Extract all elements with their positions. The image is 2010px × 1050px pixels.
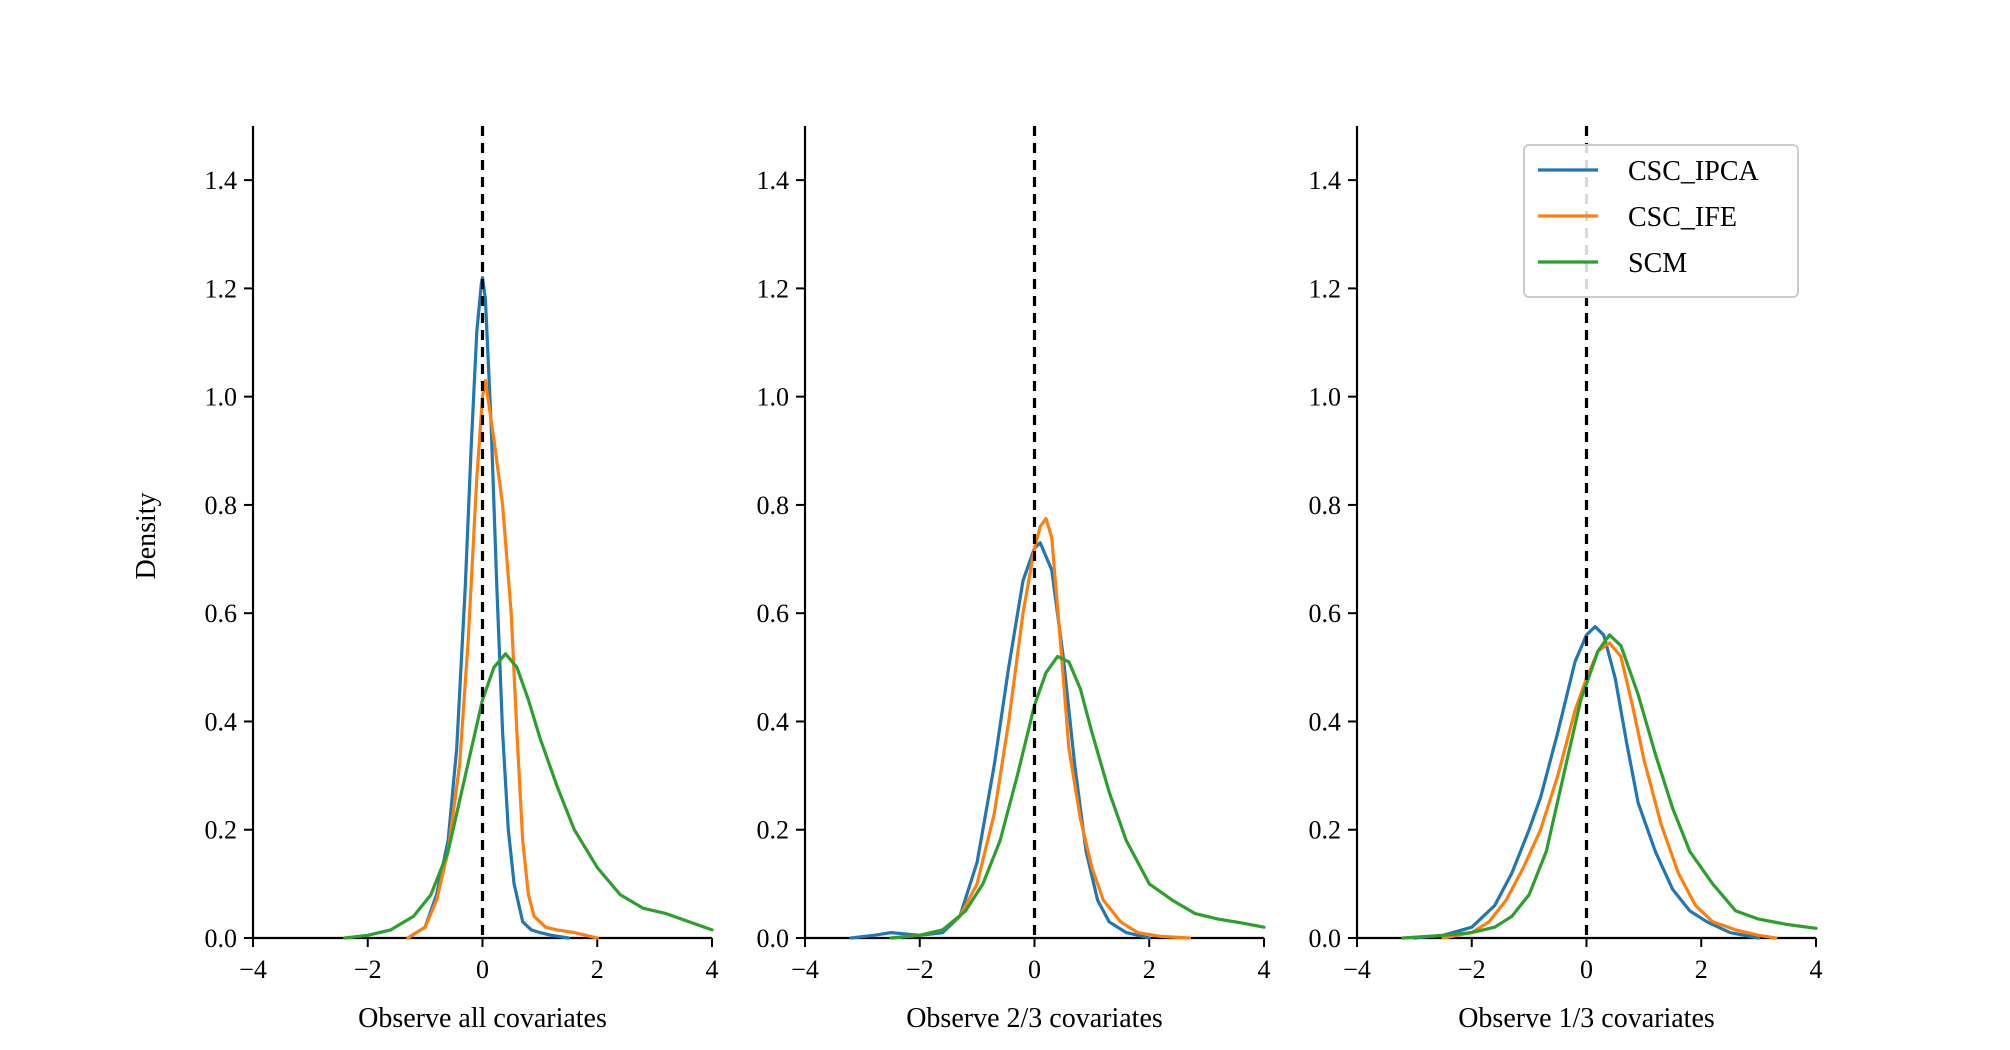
y-tick-label: 0.4	[1309, 707, 1342, 736]
x-tick-label: −4	[1343, 955, 1371, 984]
y-tick-label: 0.0	[205, 924, 238, 953]
y-tick-label: 0.6	[1309, 599, 1342, 628]
x-tick-label: 2	[1143, 955, 1156, 984]
legend-label-csc-ife: CSC_IFE	[1628, 202, 1737, 233]
panel-3: 0.0 0.2 0.4 0.6 0.8 1.0 1.2 1.4 −4 −2 0 2 4 Observe 1…	[1309, 126, 1823, 1034]
y-tick-label: 0.2	[757, 816, 790, 845]
legend: CSC_IPCA CSC_IFE SCM	[1523, 144, 1799, 298]
y-tick-label: 0.4	[205, 707, 238, 736]
y-tick-label: 1.4	[1309, 166, 1342, 195]
y-tick-label: 1.0	[1309, 383, 1342, 412]
x-tick-label: −4	[791, 955, 819, 984]
series-line-scm	[889, 654, 1266, 940]
series-line-csc-ife	[889, 516, 1192, 940]
series-line-csc-ife	[1441, 641, 1778, 940]
series-line-scm	[343, 652, 714, 940]
panel-1: 0.0 0.2 0.4 0.6 0.8 1.0 1.2 1.4 −4 −2 0 2 4 Observe a…	[205, 126, 719, 1034]
series-line-csc-ife	[406, 378, 599, 940]
x-axis-title: Observe all covariates	[358, 1003, 607, 1034]
series-line-csc-ipca	[1412, 625, 1761, 940]
series-line-csc-ipca	[406, 276, 571, 940]
legend-label-scm: SCM	[1628, 248, 1687, 279]
x-tick-label: 0	[476, 955, 489, 984]
x-tick-label: 0	[1028, 955, 1041, 984]
y-tick-label: 0.8	[205, 491, 238, 520]
y-tick-label: 1.2	[205, 274, 238, 303]
x-axis-title: Observe 1/3 covariates	[1458, 1003, 1715, 1034]
legend-label-csc-ipca: CSC_IPCA	[1628, 156, 1759, 187]
series-line-csc-ipca	[849, 541, 1151, 940]
y-tick-label: 1.4	[757, 166, 790, 195]
y-tick-label: 0.6	[205, 599, 238, 628]
panel-2: 0.0 0.2 0.4 0.6 0.8 1.0 1.2 1.4 −4 −2 0 2 4 Observe 2…	[757, 126, 1271, 1034]
y-tick-label: 1.0	[205, 383, 238, 412]
y-tick-label: 1.4	[205, 166, 238, 195]
x-axis-title: Observe 2/3 covariates	[906, 1003, 1163, 1034]
y-tick-label: 0.0	[1309, 924, 1342, 953]
y-tick-label: 0.2	[1309, 816, 1342, 845]
y-tick-label: 1.2	[1309, 274, 1342, 303]
x-tick-label: 0	[1580, 955, 1593, 984]
y-tick-label: 0.8	[757, 491, 790, 520]
legend-box	[1523, 144, 1799, 298]
x-tick-label: 4	[706, 955, 719, 984]
x-tick-label: 2	[1695, 955, 1708, 984]
y-axis-title: Density	[131, 492, 162, 579]
x-tick-label: −2	[354, 955, 382, 984]
y-tick-label: 0.8	[1309, 491, 1342, 520]
y-tick-label: 0.2	[205, 816, 238, 845]
y-tick-label: 1.0	[757, 383, 790, 412]
series-line-scm	[1401, 633, 1818, 940]
y-tick-label: 1.2	[757, 274, 790, 303]
x-tick-label: −2	[1458, 955, 1486, 984]
y-tick-label: 0.0	[757, 924, 790, 953]
y-tick-label: 0.6	[757, 599, 790, 628]
x-tick-label: 4	[1810, 955, 1823, 984]
x-tick-label: −4	[239, 955, 267, 984]
x-tick-label: −2	[906, 955, 934, 984]
x-tick-label: 4	[1258, 955, 1271, 984]
panels: 0.0 0.2 0.4 0.6 0.8 1.0 1.2 1.4 −4 −2 0 2 4 Observe a…	[205, 126, 1823, 1034]
y-tick-label: 0.4	[757, 707, 790, 736]
x-tick-label: 2	[591, 955, 604, 984]
